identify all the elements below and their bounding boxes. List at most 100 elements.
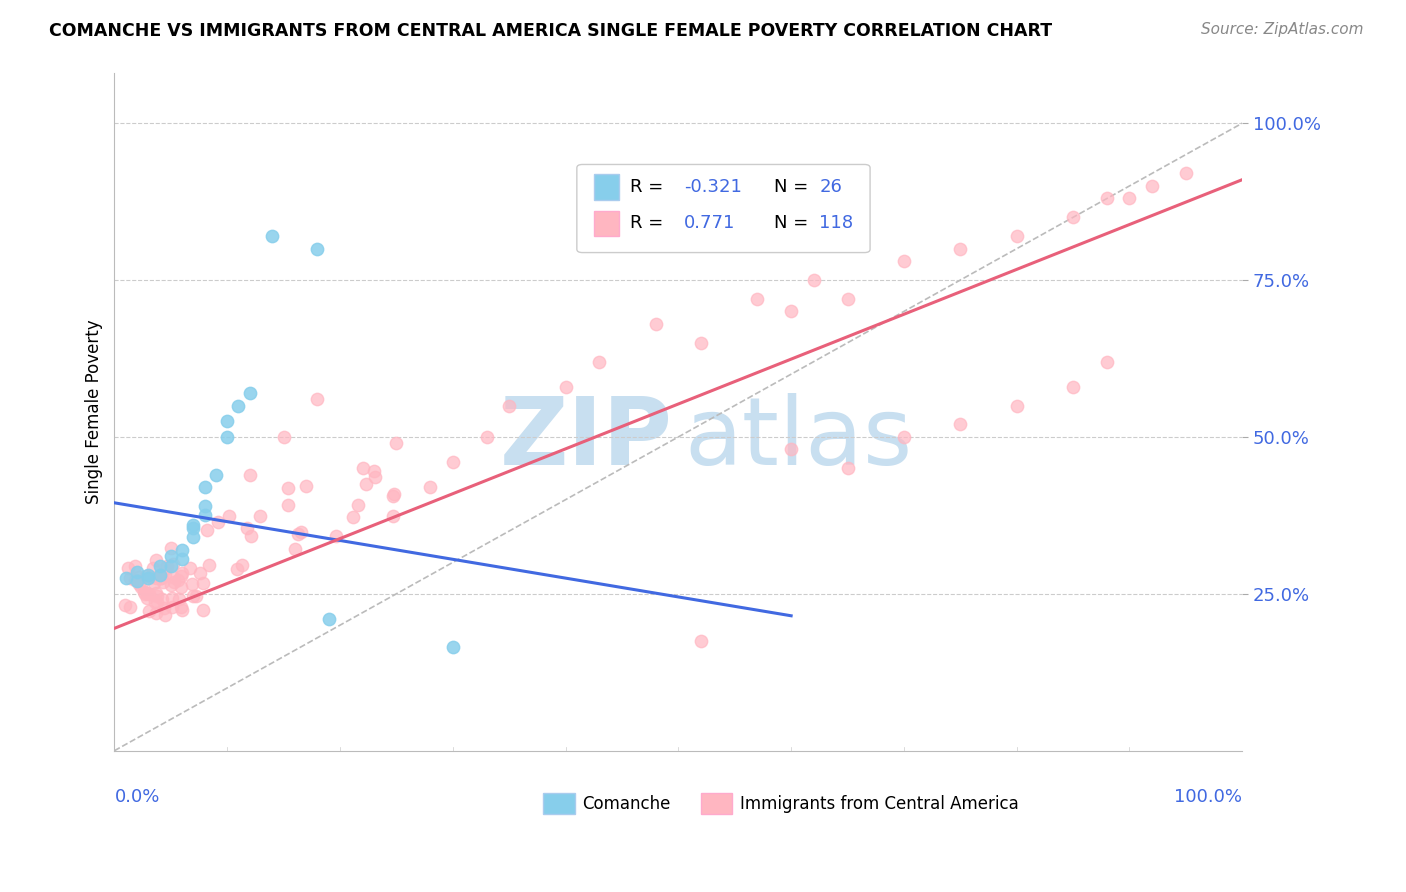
Point — [217, 414, 239, 428]
Point — [184, 589, 207, 603]
Point — [441, 640, 464, 654]
Point — [114, 571, 136, 585]
Point — [231, 558, 253, 572]
Point — [159, 549, 181, 563]
Point — [381, 509, 404, 524]
Point — [125, 565, 148, 579]
Point — [347, 498, 370, 512]
Point — [135, 586, 157, 600]
Point — [160, 600, 183, 615]
Point — [780, 304, 803, 318]
Point — [381, 489, 404, 503]
Point — [170, 599, 193, 614]
Point — [588, 354, 610, 368]
Point — [325, 529, 347, 543]
Point — [287, 526, 309, 541]
Point — [124, 558, 146, 573]
Point — [114, 598, 136, 612]
Point — [277, 481, 299, 495]
Point — [385, 436, 408, 450]
Point — [170, 580, 193, 594]
Point — [125, 574, 148, 589]
Point — [277, 498, 299, 512]
Point — [134, 585, 156, 599]
Point — [949, 242, 972, 256]
Text: atlas: atlas — [683, 393, 912, 485]
Point — [207, 515, 229, 529]
Point — [153, 568, 176, 582]
Point — [160, 541, 183, 555]
Point — [143, 595, 166, 609]
Point — [152, 575, 174, 590]
Point — [205, 467, 228, 482]
Point — [239, 467, 262, 482]
Point — [162, 557, 184, 571]
Point — [1005, 229, 1028, 244]
Point — [145, 607, 167, 621]
Point — [318, 612, 340, 626]
Point — [149, 571, 172, 585]
Bar — [593, 211, 619, 236]
Point — [128, 577, 150, 591]
Point — [307, 392, 329, 407]
Point — [179, 561, 201, 575]
Point — [295, 479, 318, 493]
Point — [150, 591, 173, 606]
Y-axis label: Single Female Poverty: Single Female Poverty — [86, 319, 103, 504]
Point — [142, 576, 165, 591]
Point — [183, 590, 205, 604]
Point — [690, 633, 713, 648]
Point — [239, 529, 262, 543]
Point — [262, 229, 284, 244]
Point — [172, 542, 194, 557]
Point — [249, 508, 271, 523]
Point — [217, 430, 239, 444]
Point — [160, 577, 183, 591]
Point — [475, 430, 498, 444]
Point — [146, 595, 169, 609]
Point — [194, 499, 217, 513]
Point — [803, 273, 825, 287]
Point — [194, 508, 217, 523]
Point — [148, 568, 170, 582]
Text: Comanche: Comanche — [582, 795, 671, 813]
Point — [893, 254, 915, 268]
Point — [142, 561, 165, 575]
Point — [170, 566, 193, 580]
Point — [290, 524, 312, 539]
Text: N =: N = — [775, 178, 808, 196]
Bar — [593, 174, 619, 200]
Text: 100.0%: 100.0% — [1174, 788, 1243, 806]
Point — [419, 480, 441, 494]
Point — [1140, 178, 1163, 193]
Point — [136, 568, 159, 582]
Point — [225, 562, 247, 576]
Point — [134, 587, 156, 601]
Point — [198, 558, 221, 572]
Point — [837, 292, 859, 306]
Point — [160, 591, 183, 605]
Point — [145, 571, 167, 585]
Point — [239, 386, 262, 401]
Point — [1062, 211, 1084, 225]
Text: Source: ZipAtlas.com: Source: ZipAtlas.com — [1201, 22, 1364, 37]
Point — [118, 600, 141, 615]
Point — [155, 560, 177, 574]
FancyBboxPatch shape — [576, 164, 870, 252]
Point — [194, 480, 217, 494]
Bar — [702, 793, 733, 814]
Point — [949, 417, 972, 432]
Point — [441, 455, 464, 469]
Point — [228, 399, 250, 413]
Point — [188, 566, 211, 580]
Point — [195, 524, 218, 538]
Point — [117, 561, 139, 575]
Point — [342, 510, 364, 524]
Point — [354, 476, 377, 491]
Point — [129, 580, 152, 594]
Point — [644, 317, 666, 331]
Point — [1118, 192, 1140, 206]
Point — [1174, 166, 1197, 180]
Point — [690, 335, 713, 350]
Point — [167, 591, 190, 606]
